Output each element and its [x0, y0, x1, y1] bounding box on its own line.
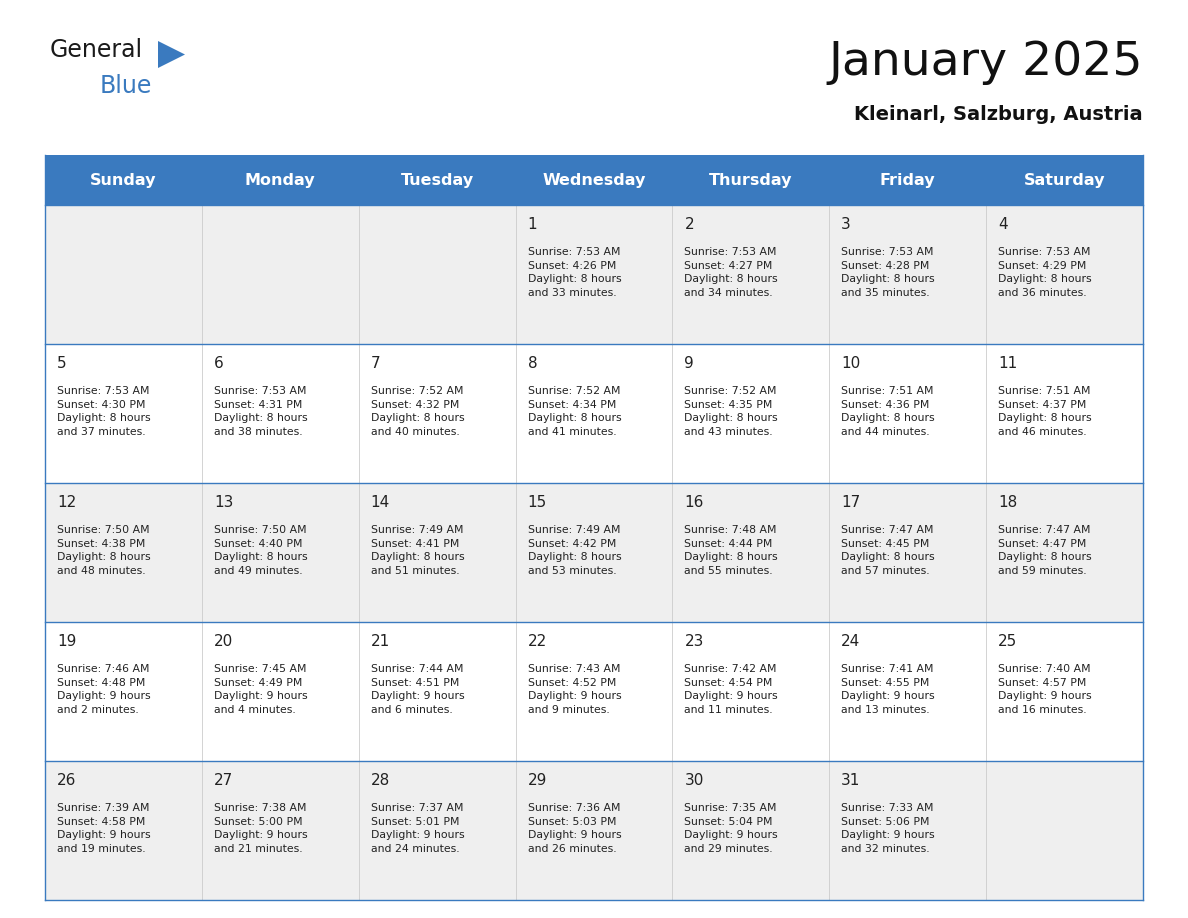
Text: January 2025: January 2025	[828, 40, 1143, 85]
Text: 8: 8	[527, 356, 537, 371]
Text: 13: 13	[214, 495, 233, 510]
Text: 20: 20	[214, 634, 233, 649]
Text: 30: 30	[684, 773, 703, 788]
Text: 25: 25	[998, 634, 1017, 649]
Text: Wednesday: Wednesday	[542, 173, 646, 187]
Text: Sunrise: 7:50 AM
Sunset: 4:38 PM
Daylight: 8 hours
and 48 minutes.: Sunrise: 7:50 AM Sunset: 4:38 PM Dayligh…	[57, 525, 151, 576]
Text: 24: 24	[841, 634, 860, 649]
Text: 26: 26	[57, 773, 76, 788]
Bar	[45, 344, 1143, 483]
Text: Sunrise: 7:49 AM
Sunset: 4:41 PM
Daylight: 8 hours
and 51 minutes.: Sunrise: 7:49 AM Sunset: 4:41 PM Dayligh…	[371, 525, 465, 576]
Text: Sunrise: 7:53 AM
Sunset: 4:26 PM
Daylight: 8 hours
and 33 minutes.: Sunrise: 7:53 AM Sunset: 4:26 PM Dayligh…	[527, 247, 621, 297]
Text: Thursday: Thursday	[709, 173, 792, 187]
Text: Sunrise: 7:39 AM
Sunset: 4:58 PM
Daylight: 9 hours
and 19 minutes.: Sunrise: 7:39 AM Sunset: 4:58 PM Dayligh…	[57, 803, 151, 854]
Text: Sunrise: 7:43 AM
Sunset: 4:52 PM
Daylight: 9 hours
and 9 minutes.: Sunrise: 7:43 AM Sunset: 4:52 PM Dayligh…	[527, 664, 621, 715]
Text: 3: 3	[841, 217, 851, 232]
Text: Sunrise: 7:51 AM
Sunset: 4:36 PM
Daylight: 8 hours
and 44 minutes.: Sunrise: 7:51 AM Sunset: 4:36 PM Dayligh…	[841, 386, 935, 437]
Text: Sunrise: 7:53 AM
Sunset: 4:29 PM
Daylight: 8 hours
and 36 minutes.: Sunrise: 7:53 AM Sunset: 4:29 PM Dayligh…	[998, 247, 1092, 297]
Text: Sunrise: 7:37 AM
Sunset: 5:01 PM
Daylight: 9 hours
and 24 minutes.: Sunrise: 7:37 AM Sunset: 5:01 PM Dayligh…	[371, 803, 465, 854]
Text: 22: 22	[527, 634, 546, 649]
Text: Sunrise: 7:46 AM
Sunset: 4:48 PM
Daylight: 9 hours
and 2 minutes.: Sunrise: 7:46 AM Sunset: 4:48 PM Dayligh…	[57, 664, 151, 715]
Text: 4: 4	[998, 217, 1007, 232]
Text: 7: 7	[371, 356, 380, 371]
Text: Sunrise: 7:41 AM
Sunset: 4:55 PM
Daylight: 9 hours
and 13 minutes.: Sunrise: 7:41 AM Sunset: 4:55 PM Dayligh…	[841, 664, 935, 715]
Text: 5: 5	[57, 356, 67, 371]
Text: Sunrise: 7:33 AM
Sunset: 5:06 PM
Daylight: 9 hours
and 32 minutes.: Sunrise: 7:33 AM Sunset: 5:06 PM Dayligh…	[841, 803, 935, 854]
Text: 27: 27	[214, 773, 233, 788]
Text: 2: 2	[684, 217, 694, 232]
Text: Kleinarl, Salzburg, Austria: Kleinarl, Salzburg, Austria	[854, 105, 1143, 124]
Text: Sunrise: 7:49 AM
Sunset: 4:42 PM
Daylight: 8 hours
and 53 minutes.: Sunrise: 7:49 AM Sunset: 4:42 PM Dayligh…	[527, 525, 621, 576]
Text: 29: 29	[527, 773, 546, 788]
Text: Sunrise: 7:53 AM
Sunset: 4:28 PM
Daylight: 8 hours
and 35 minutes.: Sunrise: 7:53 AM Sunset: 4:28 PM Dayligh…	[841, 247, 935, 297]
Text: 12: 12	[57, 495, 76, 510]
Text: Sunrise: 7:50 AM
Sunset: 4:40 PM
Daylight: 8 hours
and 49 minutes.: Sunrise: 7:50 AM Sunset: 4:40 PM Dayligh…	[214, 525, 308, 576]
Text: Sunrise: 7:53 AM
Sunset: 4:31 PM
Daylight: 8 hours
and 38 minutes.: Sunrise: 7:53 AM Sunset: 4:31 PM Dayligh…	[214, 386, 308, 437]
Bar	[45, 205, 1143, 344]
Text: Saturday: Saturday	[1024, 173, 1105, 187]
Text: Sunrise: 7:53 AM
Sunset: 4:27 PM
Daylight: 8 hours
and 34 minutes.: Sunrise: 7:53 AM Sunset: 4:27 PM Dayligh…	[684, 247, 778, 297]
Text: 11: 11	[998, 356, 1017, 371]
Text: 6: 6	[214, 356, 223, 371]
Polygon shape	[158, 41, 185, 68]
Text: 14: 14	[371, 495, 390, 510]
Text: Sunrise: 7:44 AM
Sunset: 4:51 PM
Daylight: 9 hours
and 6 minutes.: Sunrise: 7:44 AM Sunset: 4:51 PM Dayligh…	[371, 664, 465, 715]
Text: Sunrise: 7:45 AM
Sunset: 4:49 PM
Daylight: 9 hours
and 4 minutes.: Sunrise: 7:45 AM Sunset: 4:49 PM Dayligh…	[214, 664, 308, 715]
Text: Monday: Monday	[245, 173, 316, 187]
Bar	[45, 483, 1143, 622]
Text: 31: 31	[841, 773, 860, 788]
Text: Friday: Friday	[880, 173, 935, 187]
Text: Sunrise: 7:48 AM
Sunset: 4:44 PM
Daylight: 8 hours
and 55 minutes.: Sunrise: 7:48 AM Sunset: 4:44 PM Dayligh…	[684, 525, 778, 576]
Text: 19: 19	[57, 634, 76, 649]
Text: 21: 21	[371, 634, 390, 649]
Text: Sunrise: 7:38 AM
Sunset: 5:00 PM
Daylight: 9 hours
and 21 minutes.: Sunrise: 7:38 AM Sunset: 5:00 PM Dayligh…	[214, 803, 308, 854]
Text: 23: 23	[684, 634, 703, 649]
Text: Sunrise: 7:42 AM
Sunset: 4:54 PM
Daylight: 9 hours
and 11 minutes.: Sunrise: 7:42 AM Sunset: 4:54 PM Dayligh…	[684, 664, 778, 715]
Text: 17: 17	[841, 495, 860, 510]
Text: 15: 15	[527, 495, 546, 510]
Text: 16: 16	[684, 495, 703, 510]
Text: Tuesday: Tuesday	[400, 173, 474, 187]
Text: Sunrise: 7:52 AM
Sunset: 4:34 PM
Daylight: 8 hours
and 41 minutes.: Sunrise: 7:52 AM Sunset: 4:34 PM Dayligh…	[527, 386, 621, 437]
Text: 28: 28	[371, 773, 390, 788]
Text: Sunrise: 7:52 AM
Sunset: 4:32 PM
Daylight: 8 hours
and 40 minutes.: Sunrise: 7:52 AM Sunset: 4:32 PM Dayligh…	[371, 386, 465, 437]
Text: Sunrise: 7:47 AM
Sunset: 4:45 PM
Daylight: 8 hours
and 57 minutes.: Sunrise: 7:47 AM Sunset: 4:45 PM Dayligh…	[841, 525, 935, 576]
Text: General: General	[50, 38, 143, 62]
Text: 9: 9	[684, 356, 694, 371]
Bar	[45, 622, 1143, 761]
Text: Sunrise: 7:35 AM
Sunset: 5:04 PM
Daylight: 9 hours
and 29 minutes.: Sunrise: 7:35 AM Sunset: 5:04 PM Dayligh…	[684, 803, 778, 854]
Text: Sunrise: 7:47 AM
Sunset: 4:47 PM
Daylight: 8 hours
and 59 minutes.: Sunrise: 7:47 AM Sunset: 4:47 PM Dayligh…	[998, 525, 1092, 576]
Text: Sunrise: 7:36 AM
Sunset: 5:03 PM
Daylight: 9 hours
and 26 minutes.: Sunrise: 7:36 AM Sunset: 5:03 PM Dayligh…	[527, 803, 621, 854]
Bar	[45, 761, 1143, 900]
Text: Blue: Blue	[100, 74, 152, 98]
Text: 18: 18	[998, 495, 1017, 510]
Text: Sunrise: 7:52 AM
Sunset: 4:35 PM
Daylight: 8 hours
and 43 minutes.: Sunrise: 7:52 AM Sunset: 4:35 PM Dayligh…	[684, 386, 778, 437]
Text: Sunday: Sunday	[90, 173, 157, 187]
Text: 10: 10	[841, 356, 860, 371]
Text: Sunrise: 7:40 AM
Sunset: 4:57 PM
Daylight: 9 hours
and 16 minutes.: Sunrise: 7:40 AM Sunset: 4:57 PM Dayligh…	[998, 664, 1092, 715]
Text: 1: 1	[527, 217, 537, 232]
Bar	[45, 155, 1143, 205]
Text: Sunrise: 7:53 AM
Sunset: 4:30 PM
Daylight: 8 hours
and 37 minutes.: Sunrise: 7:53 AM Sunset: 4:30 PM Dayligh…	[57, 386, 151, 437]
Text: Sunrise: 7:51 AM
Sunset: 4:37 PM
Daylight: 8 hours
and 46 minutes.: Sunrise: 7:51 AM Sunset: 4:37 PM Dayligh…	[998, 386, 1092, 437]
